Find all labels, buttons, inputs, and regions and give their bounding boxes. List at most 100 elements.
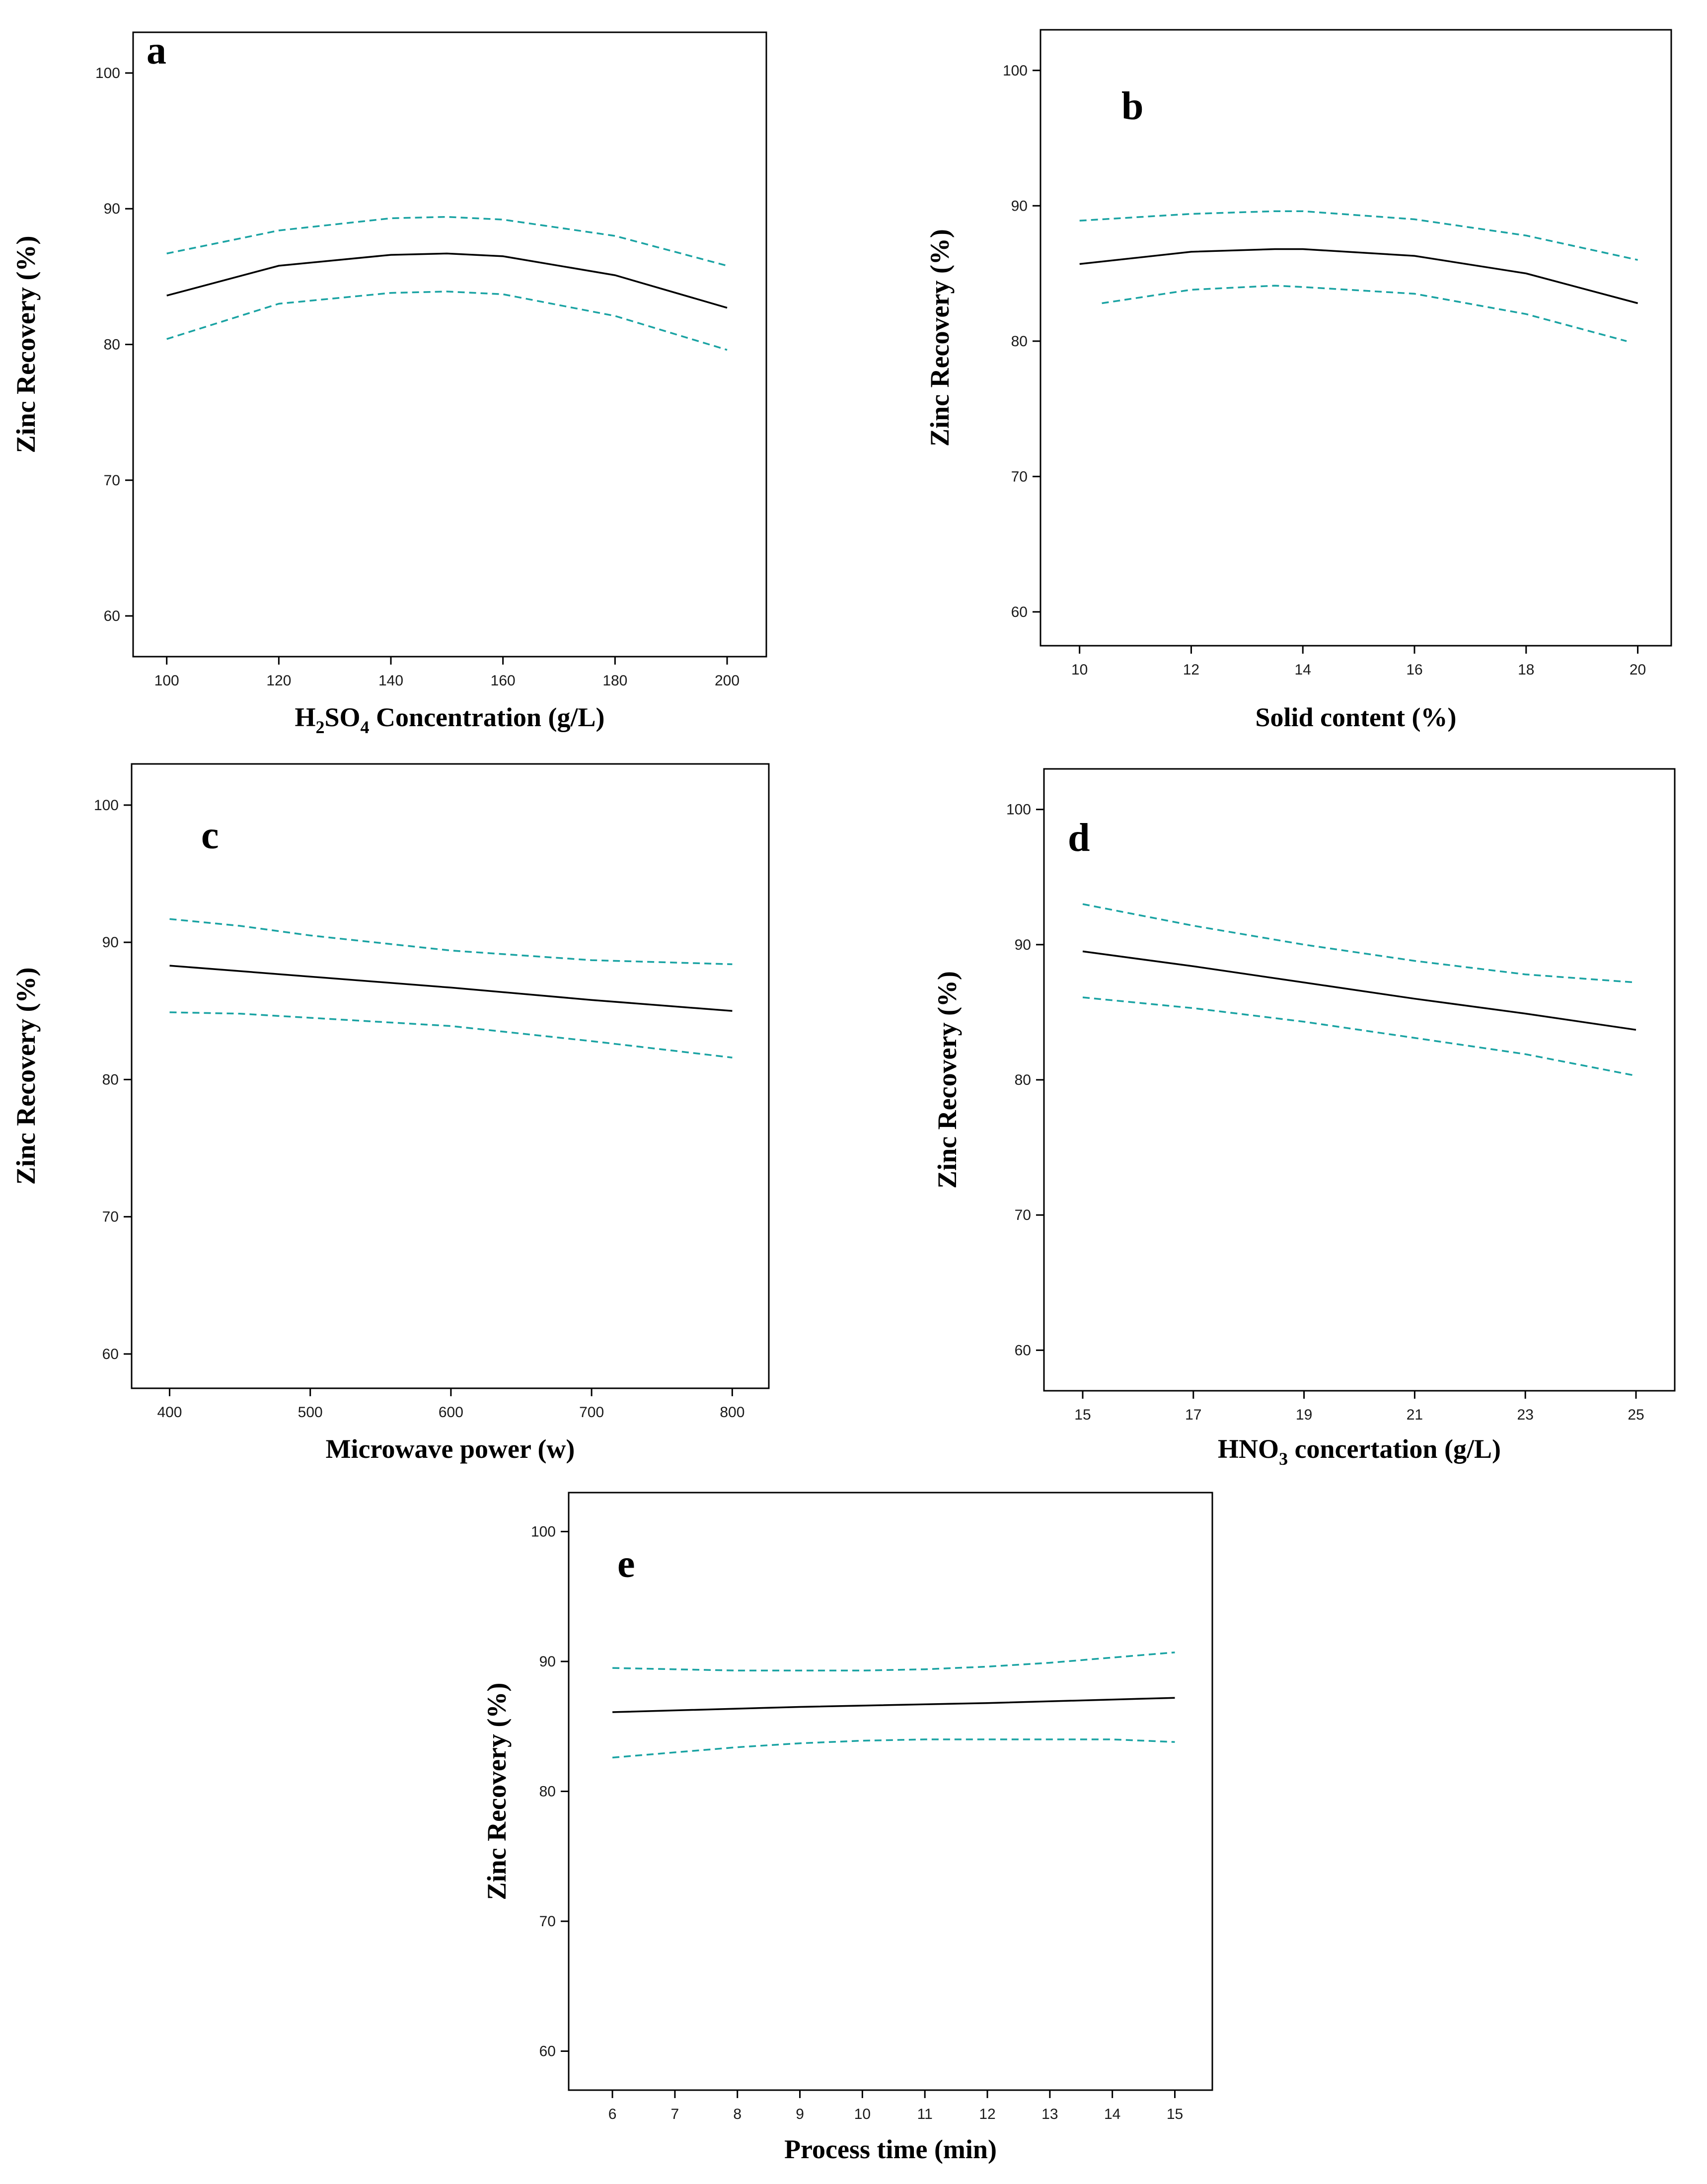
y-tick-label: 100 bbox=[95, 65, 120, 81]
y-tick-label: 60 bbox=[102, 1346, 119, 1362]
fit-line-0 bbox=[166, 252, 728, 309]
y-axis-label: Zinc Recovery (%) bbox=[925, 229, 955, 447]
y-tick-label: 70 bbox=[1015, 1207, 1031, 1223]
confidence-band-line-2 bbox=[169, 1011, 733, 1058]
y-tick-label: 70 bbox=[104, 472, 120, 489]
y-tick-label: 70 bbox=[539, 1913, 556, 1930]
x-tick-label: 200 bbox=[715, 673, 740, 689]
confidence-band-line-1 bbox=[169, 918, 733, 966]
panel-b: 60 70 80 90 100 10 12 14 16 18 20 b Solid content (%… bbox=[925, 29, 1672, 732]
x-axis-label-part: SO bbox=[325, 702, 361, 732]
y-axis-label: Zinc Recovery (%) bbox=[11, 236, 41, 453]
y-tick-label: 60 bbox=[1011, 604, 1028, 620]
x-tick-label: 160 bbox=[491, 673, 516, 689]
y-tick-label: 90 bbox=[102, 934, 119, 951]
x-tick-label: 20 bbox=[1630, 662, 1646, 678]
y-tick-label: 60 bbox=[539, 2043, 556, 2060]
plot-frame bbox=[1039, 29, 1672, 647]
plot-frame bbox=[568, 1492, 1213, 2091]
x-tick-label: 100 bbox=[154, 673, 179, 689]
x-tick-label: 15 bbox=[1167, 2106, 1183, 2122]
panel-d: 60 70 80 90 100 15 17 19 21 23 25 d HNO3 concertatio… bbox=[932, 768, 1676, 1469]
x-axis-label: Process time (min) bbox=[784, 2134, 997, 2164]
x-tick-label: 14 bbox=[1104, 2106, 1120, 2122]
fit-line-0 bbox=[169, 965, 733, 1012]
y-tick-label: 70 bbox=[102, 1209, 119, 1225]
y-tick-label: 80 bbox=[539, 1784, 556, 1800]
x-tick-label: 13 bbox=[1041, 2106, 1058, 2122]
y-tick-label: 90 bbox=[1015, 937, 1031, 953]
confidence-band-line-1 bbox=[1082, 903, 1636, 983]
x-tick-label: 800 bbox=[720, 1404, 744, 1421]
confidence-band-line-2 bbox=[1082, 996, 1636, 1077]
x-tick-label: 7 bbox=[671, 2106, 679, 2122]
panel-letter: b bbox=[1121, 84, 1144, 128]
x-tick-label: 23 bbox=[1517, 1407, 1534, 1423]
panel-letter: d bbox=[1068, 816, 1090, 860]
confidence-band-line-1 bbox=[1079, 210, 1638, 261]
x-tick-label: 18 bbox=[1518, 662, 1534, 678]
x-tick-label: 6 bbox=[608, 2106, 617, 2122]
y-axis-label: Zinc Recovery (%) bbox=[11, 968, 41, 1185]
plot-frame bbox=[132, 31, 767, 658]
y-tick-label: 70 bbox=[1011, 468, 1028, 485]
x-axis-label: H2SO4 Concentration (g/L) bbox=[295, 702, 604, 737]
x-tick-label: 19 bbox=[1296, 1407, 1312, 1423]
panel-letter: e bbox=[617, 1542, 635, 1586]
confidence-band-line-2 bbox=[166, 291, 728, 351]
x-tick-label: 140 bbox=[378, 673, 403, 689]
y-tick-label: 100 bbox=[94, 797, 119, 814]
y-tick-label: 90 bbox=[539, 1654, 556, 1670]
y-tick-label: 60 bbox=[104, 608, 120, 624]
x-tick-label: 12 bbox=[979, 2106, 995, 2122]
x-axis-label-part: HNO bbox=[1218, 1434, 1279, 1464]
x-axis-label-part: H bbox=[295, 702, 315, 732]
x-tick-label: 12 bbox=[1183, 662, 1199, 678]
x-tick-label: 11 bbox=[917, 2106, 933, 2122]
fit-line-0 bbox=[612, 1697, 1175, 1713]
confidence-band-line-2 bbox=[1102, 285, 1627, 342]
x-tick-label: 500 bbox=[298, 1404, 323, 1421]
confidence-band-line-1 bbox=[166, 216, 728, 267]
x-tick-label: 25 bbox=[1628, 1407, 1644, 1423]
panel-c: 60 70 80 90 100 400 500 600 700 800 c Microwave pow… bbox=[11, 763, 770, 1464]
x-tick-label: 180 bbox=[602, 673, 627, 689]
x-axis-label-part: Concentration (g/L) bbox=[370, 702, 605, 732]
x-tick-label: 9 bbox=[796, 2106, 804, 2122]
x-tick-label: 10 bbox=[854, 2106, 871, 2122]
y-tick-label: 80 bbox=[104, 337, 120, 353]
y-tick-label: 100 bbox=[1006, 802, 1031, 818]
x-tick-label: 400 bbox=[157, 1404, 182, 1421]
y-tick-label: 80 bbox=[1011, 333, 1028, 350]
y-axis-label: Zinc Recovery (%) bbox=[932, 971, 962, 1189]
panel-letter: c bbox=[201, 814, 219, 857]
confidence-band-line-1 bbox=[612, 1651, 1175, 1672]
x-axis-label-part: concertation (g/L) bbox=[1288, 1434, 1501, 1464]
x-axis-label: HNO3 concertation (g/L) bbox=[1218, 1434, 1501, 1469]
x-axis-label: Solid content (%) bbox=[1256, 702, 1457, 732]
x-axis-label-subscript: 4 bbox=[361, 717, 370, 737]
x-tick-label: 700 bbox=[579, 1404, 604, 1421]
x-axis-label-subscript: 3 bbox=[1279, 1449, 1288, 1469]
panel-e: 60 70 80 90 100 6 7 8 9 10 11 12 13 14 15 e Process time… bbox=[482, 1492, 1213, 2164]
y-tick-label: 80 bbox=[1015, 1072, 1031, 1088]
y-axis-label: Zinc Recovery (%) bbox=[482, 1683, 512, 1900]
y-tick-label: 80 bbox=[102, 1071, 119, 1088]
x-axis-label: Microwave power (w) bbox=[326, 1434, 575, 1464]
y-tick-label: 90 bbox=[1011, 198, 1028, 214]
plot-frame bbox=[1043, 768, 1676, 1392]
x-tick-label: 10 bbox=[1071, 662, 1088, 678]
x-tick-label: 600 bbox=[439, 1404, 463, 1421]
plot-frame bbox=[131, 763, 770, 1389]
y-tick-label: 100 bbox=[531, 1523, 556, 1540]
confidence-band-line-2 bbox=[612, 1738, 1175, 1759]
x-tick-label: 120 bbox=[266, 673, 291, 689]
x-tick-label: 21 bbox=[1407, 1407, 1423, 1423]
x-tick-label: 15 bbox=[1074, 1407, 1091, 1423]
x-tick-label: 14 bbox=[1295, 662, 1311, 678]
x-tick-label: 8 bbox=[733, 2106, 742, 2122]
x-axis-label-subscript: 2 bbox=[316, 717, 325, 737]
fit-line-0 bbox=[1079, 248, 1638, 304]
y-tick-label: 60 bbox=[1015, 1342, 1031, 1358]
